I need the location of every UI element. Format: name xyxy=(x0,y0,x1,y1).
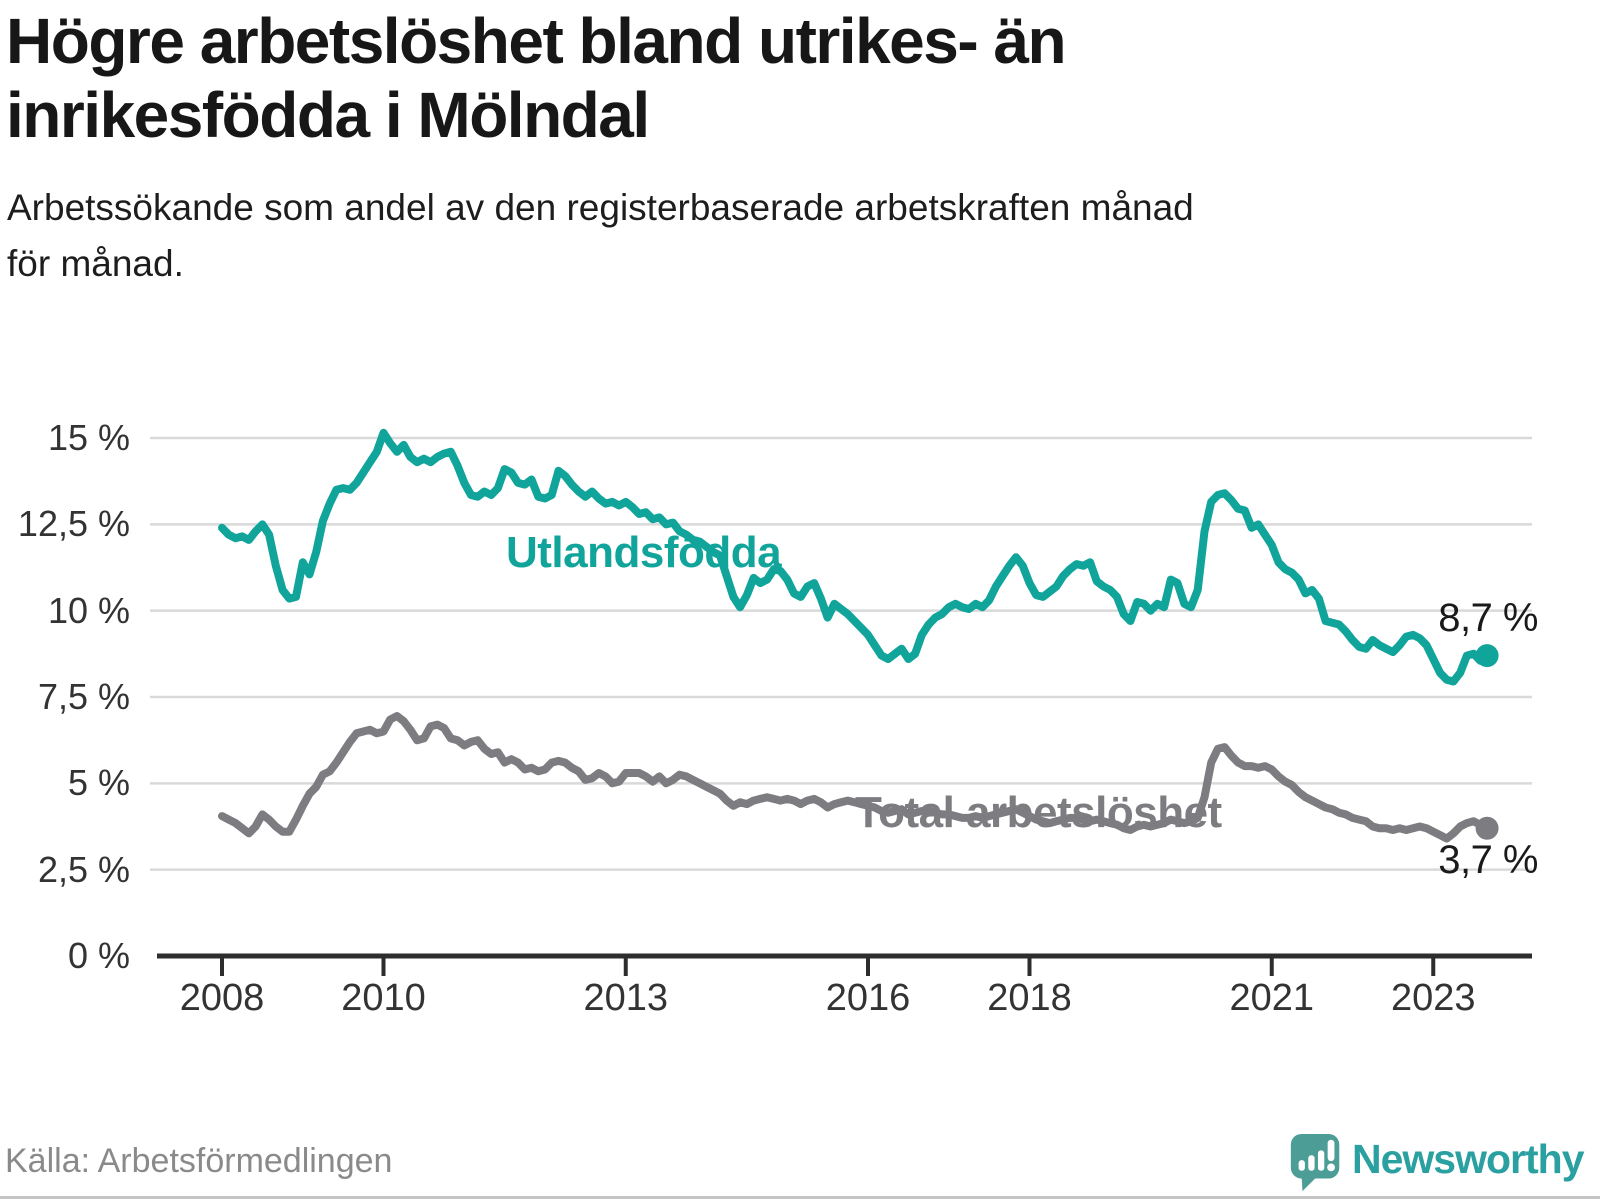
x-tick-label-2018: 2018 xyxy=(987,977,1072,1019)
series-end-dot-0 xyxy=(1475,644,1499,668)
chart-subtitle: Arbetssökande som andel av den registerb… xyxy=(7,180,1567,292)
y-tick-label-15: 15 % xyxy=(47,417,130,459)
series-label-total-arbetsloshet: Total arbetslöshet xyxy=(855,788,1222,837)
newsworthy-logo-text: Newsworthy xyxy=(1352,1136,1584,1182)
chart-title-line1: Högre arbetslöshet bland utrikes- än xyxy=(6,5,1067,77)
y-tick-label-7.5: 7,5 % xyxy=(37,676,130,717)
x-tick-label-2013: 2013 xyxy=(583,977,669,1019)
y-tick-label-10: 10 % xyxy=(47,589,130,631)
end-value-label-utlandsfodda: 8,7 % xyxy=(1438,596,1538,640)
chart-subtitle-line1: Arbetssökande som andel av den registerb… xyxy=(7,187,1194,228)
x-tick-label-2008: 2008 xyxy=(179,977,265,1019)
series-end-dot-1 xyxy=(1475,816,1499,840)
series-label-utlandsfodda: Utlandsfödda xyxy=(506,528,782,577)
chart-subtitle-line2: för månad. xyxy=(7,243,184,284)
bottom-divider xyxy=(0,1196,1600,1199)
x-tick-label-2010: 2010 xyxy=(341,977,426,1019)
end-value-label-total: 3,7 % xyxy=(1438,838,1538,882)
x-tick-label-2023: 2023 xyxy=(1390,977,1476,1019)
newsworthy-logo-icon xyxy=(1290,1133,1340,1192)
chart-title-line2: inrikesfödda i Mölndal xyxy=(6,79,650,151)
source-note: Källa: Arbetsförmedlingen xyxy=(5,1142,393,1180)
y-tick-label-5: 5 % xyxy=(67,762,130,804)
chart-title: Högre arbetslöshet bland utrikes- än inr… xyxy=(6,4,1406,152)
y-tick-label-0: 0 % xyxy=(67,935,130,976)
y-tick-label-12.5: 12,5 % xyxy=(17,503,130,545)
x-tick-label-2016: 2016 xyxy=(825,977,911,1019)
y-tick-label-2.5: 2,5 % xyxy=(37,848,130,890)
x-tick-label-2021: 2021 xyxy=(1229,977,1315,1019)
series-line-0 xyxy=(218,428,1492,686)
series-line-1 xyxy=(218,712,1492,843)
